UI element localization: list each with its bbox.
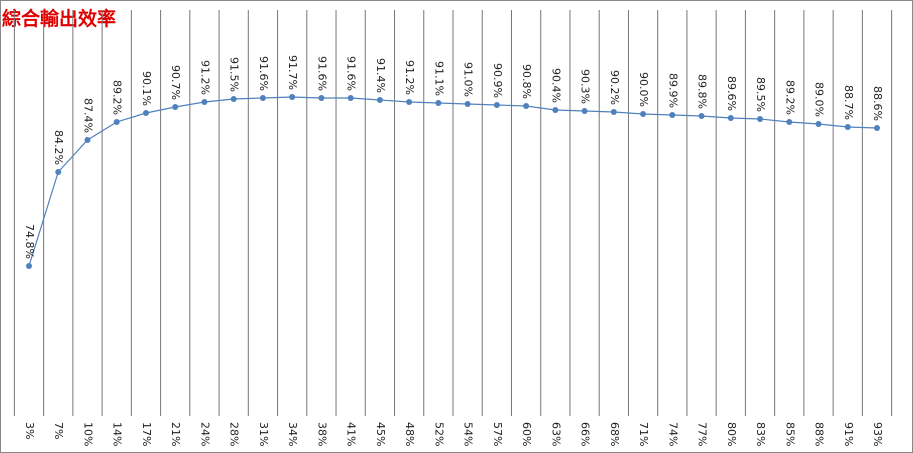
data-point [259, 95, 266, 101]
x-tick-label: 57% [491, 422, 504, 446]
data-label: 91.7% [286, 55, 299, 90]
data-point [757, 116, 764, 122]
data-label: 90.2% [608, 70, 621, 105]
data-point [55, 169, 62, 175]
data-point [610, 109, 617, 115]
data-label: 91.6% [345, 56, 358, 91]
data-point [435, 100, 442, 106]
x-tick-label: 68% [608, 422, 621, 446]
data-label: 89.2% [111, 80, 124, 115]
x-tick-label: 41% [345, 422, 358, 446]
data-label: 90.0% [637, 72, 650, 107]
series-line [28, 96, 878, 267]
data-point [669, 112, 676, 118]
data-label: 89.6% [725, 76, 738, 111]
data-point [523, 103, 530, 109]
data-label: 89.9% [666, 73, 679, 108]
data-label: 90.3% [579, 69, 592, 104]
data-label: 89.5% [754, 77, 767, 112]
x-tick-label: 93% [871, 422, 884, 446]
data-point [84, 137, 91, 143]
data-point [376, 97, 383, 103]
data-point [406, 99, 413, 105]
data-point [552, 107, 559, 113]
data-label: 91.5% [228, 57, 241, 92]
data-point [201, 99, 208, 105]
data-point [26, 263, 32, 269]
data-point [464, 101, 471, 107]
data-label: 74.8% [23, 224, 36, 259]
data-point [786, 119, 793, 125]
data-label: 88.7% [842, 85, 855, 120]
data-point [347, 95, 354, 101]
x-tick-label: 80% [725, 422, 738, 446]
data-point [640, 111, 647, 117]
data-label: 90.9% [491, 63, 504, 98]
data-label: 90.8% [520, 64, 533, 99]
data-point [172, 104, 179, 110]
data-label: 91.1% [432, 61, 445, 96]
x-tick-label: 66% [579, 422, 592, 446]
data-point [318, 95, 325, 101]
data-label: 91.0% [462, 62, 475, 97]
x-tick-label: 63% [549, 422, 562, 446]
x-tick-label: 24% [198, 422, 211, 446]
data-label: 90.1% [140, 71, 153, 106]
x-tick-label: 77% [696, 422, 709, 446]
x-tick-label: 34% [286, 422, 299, 446]
x-tick-label: 54% [462, 422, 475, 446]
x-tick-label: 60% [520, 422, 533, 446]
data-point [727, 115, 734, 121]
data-label: 89.0% [813, 82, 826, 117]
x-tick-label: 31% [257, 422, 270, 446]
data-label: 91.4% [374, 58, 387, 93]
data-label: 91.6% [257, 56, 270, 91]
data-label: 84.2% [52, 130, 65, 165]
x-tick-label: 17% [140, 422, 153, 446]
x-tick-label: 91% [842, 422, 855, 446]
data-label: 91.6% [315, 56, 328, 91]
x-tick-label: 3% [23, 422, 36, 439]
data-point [289, 94, 296, 100]
x-tick-label: 45% [374, 422, 387, 446]
data-label: 90.4% [549, 68, 562, 103]
x-tick-label: 14% [111, 422, 124, 446]
data-point [230, 96, 237, 102]
x-tick-label: 52% [432, 422, 445, 446]
x-tick-label: 7% [52, 422, 65, 439]
data-point [142, 110, 149, 116]
data-label: 88.6% [871, 86, 884, 121]
data-point [815, 121, 822, 127]
x-tick-label: 10% [81, 422, 94, 446]
x-tick-label: 83% [754, 422, 767, 446]
x-tick-label: 74% [666, 422, 679, 446]
data-point [581, 108, 588, 114]
data-label: 87.4% [81, 98, 94, 133]
data-point [844, 124, 851, 130]
data-label: 89.2% [783, 80, 796, 115]
data-point [698, 113, 705, 119]
data-point [874, 125, 880, 131]
x-tick-label: 28% [228, 422, 241, 446]
chart-title: 綜合輸出效率 [2, 7, 116, 30]
x-tick-label: 88% [813, 422, 826, 446]
x-tick-label: 38% [315, 422, 328, 446]
data-point [493, 102, 500, 108]
data-label: 90.7% [169, 65, 182, 100]
data-label: 91.2% [403, 60, 416, 95]
data-label: 89.8% [696, 74, 709, 109]
data-label: 91.2% [198, 60, 211, 95]
x-tick-label: 71% [637, 422, 650, 446]
x-tick-label: 21% [169, 422, 182, 446]
x-tick-label: 85% [783, 422, 796, 446]
x-tick-label: 48% [403, 422, 416, 446]
data-point [113, 119, 120, 125]
